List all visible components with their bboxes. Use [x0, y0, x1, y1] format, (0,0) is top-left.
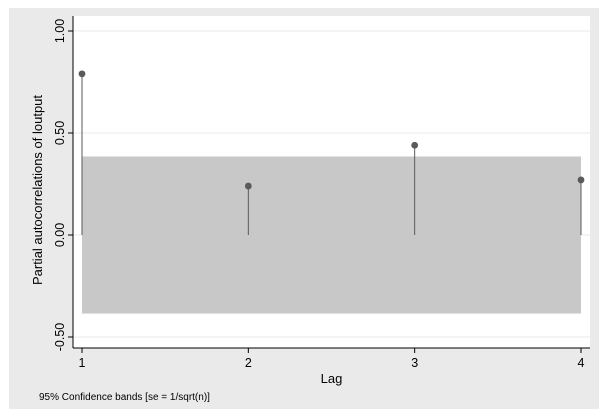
y-tick-label: 1.00	[53, 19, 67, 43]
x-ticks: 1 2 3 4	[79, 348, 585, 370]
y-axis-label: Partial autocorrelations of loutput	[30, 95, 45, 285]
axes	[72, 16, 590, 349]
y-tick-label: -0.50	[53, 323, 67, 352]
x-tick-label: 1	[79, 356, 86, 370]
data-point	[78, 70, 86, 78]
x-tick-label: 3	[411, 356, 418, 370]
y-tick-label: 0.00	[53, 223, 67, 247]
x-tick-label: 4	[578, 356, 585, 370]
y-ticks: -0.50 0.00 0.50 1.00	[53, 19, 73, 351]
chart-figure: -0.50 0.00 0.50 1.00 1 2 3 4 Lag Partial autoc…	[9, 8, 599, 409]
chart-note: 95% Confidence bands [se = 1/sqrt(n)]	[39, 392, 210, 403]
data-point	[577, 176, 585, 184]
x-axis-label: Lag	[321, 371, 343, 386]
pacf-chart: -0.50 0.00 0.50 1.00 1 2 3 4 Lag Partial autoc…	[30, 16, 590, 403]
confidence-band	[82, 156, 581, 314]
data-point	[411, 141, 419, 149]
x-tick-label: 2	[245, 356, 252, 370]
spikes	[78, 70, 585, 235]
y-tick-label: 0.50	[53, 121, 67, 145]
data-point	[244, 182, 252, 190]
